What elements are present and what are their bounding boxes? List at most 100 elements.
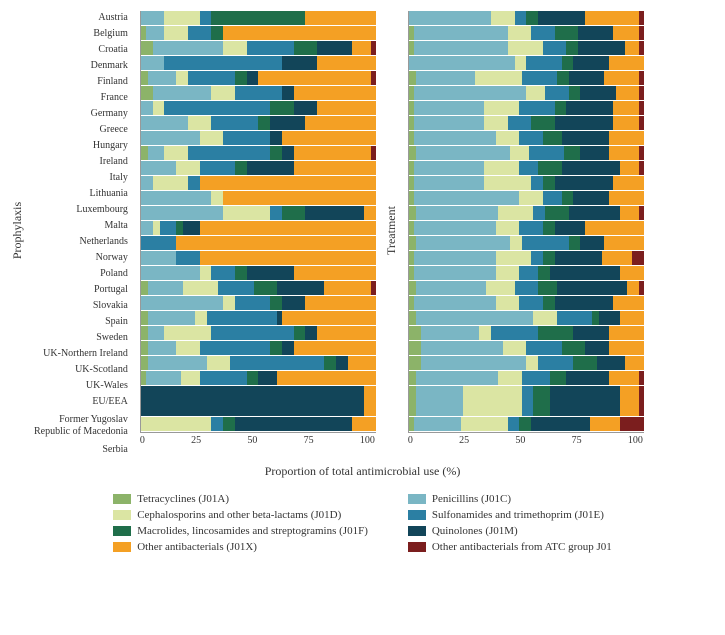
category-label: Norway (34, 250, 132, 266)
bar-segment (543, 131, 562, 145)
bar-segment (141, 146, 148, 160)
bar-segment (409, 386, 416, 416)
bar-segment (609, 146, 640, 160)
bar-segment (305, 206, 364, 220)
bar-segment (486, 281, 514, 295)
bar-segment (148, 341, 176, 355)
bar-segment (183, 221, 199, 235)
bar-segment (538, 11, 585, 25)
axis-tick: 75 (304, 435, 314, 446)
legend-label: Sulfonamides and trimethoprim (J01E) (432, 509, 604, 521)
bar-segment (211, 116, 258, 130)
bar-segment (188, 26, 212, 40)
bar-segment (282, 311, 376, 325)
bar-segment (421, 341, 503, 355)
bar-segment (207, 356, 231, 370)
bar-segment (305, 11, 376, 25)
bar-segment (519, 101, 554, 115)
bar-segment (176, 341, 200, 355)
bar-segment (270, 131, 282, 145)
bar-segment (223, 191, 376, 205)
bar-segment (609, 131, 644, 145)
bar-segment (508, 26, 532, 40)
bar-segment (294, 341, 376, 355)
bar-segment (218, 281, 253, 295)
bar-segment (258, 116, 270, 130)
bar-segment (620, 311, 644, 325)
bar-segment (639, 11, 644, 25)
bar-segment (557, 311, 592, 325)
bar-row (141, 281, 376, 295)
bar-segment (562, 191, 574, 205)
bar-segment (181, 371, 200, 385)
bar-segment (609, 371, 640, 385)
bar-segment (270, 101, 294, 115)
bar-segment (211, 326, 293, 340)
bar-segment (270, 146, 282, 160)
bar-row (141, 386, 376, 416)
bar-row (409, 176, 644, 190)
bar-segment (498, 371, 522, 385)
category-label: Greece (34, 122, 132, 138)
bar-segment (141, 11, 165, 25)
bar-segment (416, 371, 498, 385)
bar-segment (282, 296, 306, 310)
bar-segment (146, 26, 165, 40)
bar-segment (639, 386, 644, 416)
legend-label: Tetracyclines (J01A) (137, 493, 229, 505)
bar-segment (531, 251, 543, 265)
category-label: Italy (34, 170, 132, 186)
bar-segment (141, 191, 212, 205)
bar-segment (141, 356, 148, 370)
bar-segment (200, 176, 376, 190)
bar-segment (141, 116, 188, 130)
bar-segment (235, 161, 247, 175)
legend-swatch (113, 542, 131, 552)
bar-segment (183, 281, 218, 295)
bar-segment (416, 386, 463, 416)
bar-segment (580, 146, 608, 160)
bar-segment (555, 26, 579, 40)
bar-segment (416, 236, 510, 250)
bar-segment (414, 101, 485, 115)
bar-segment (305, 326, 317, 340)
bar-segment (211, 266, 235, 280)
bar-segment (223, 41, 247, 55)
bar-segment (519, 161, 538, 175)
bar-segment (491, 11, 515, 25)
bar-segment (317, 101, 376, 115)
bar-segment (531, 26, 555, 40)
bar-segment (414, 221, 496, 235)
bar-segment (479, 326, 491, 340)
category-label: Ireland (34, 154, 132, 170)
bar-segment (317, 56, 376, 70)
bar-segment (475, 71, 522, 85)
bar-segment (164, 101, 270, 115)
bar-segment (141, 41, 153, 55)
bar-segment (223, 206, 270, 220)
bar-row (409, 41, 644, 55)
bar-segment (282, 206, 306, 220)
bar-row (141, 341, 376, 355)
bar-segment (616, 86, 640, 100)
bar-segment (557, 71, 569, 85)
category-label: France (34, 90, 132, 106)
panel-prophylaxis: 0255075100 (140, 10, 376, 446)
bar-segment (371, 71, 376, 85)
bar-segment (496, 131, 520, 145)
bar-segment (247, 71, 259, 85)
bar-segment (564, 146, 580, 160)
bar-segment (414, 296, 496, 310)
bar-segment (223, 26, 376, 40)
bar-segment (580, 86, 615, 100)
bar-segment (484, 161, 519, 175)
bar-row (141, 296, 376, 310)
bar-segment (409, 326, 421, 340)
category-label: Croatia (34, 42, 132, 58)
bar-row (409, 296, 644, 310)
bar-segment (538, 326, 573, 340)
bar-segment (519, 417, 531, 431)
bar-segment (148, 356, 207, 370)
bar-segment (639, 41, 644, 55)
bar-segment (416, 146, 510, 160)
